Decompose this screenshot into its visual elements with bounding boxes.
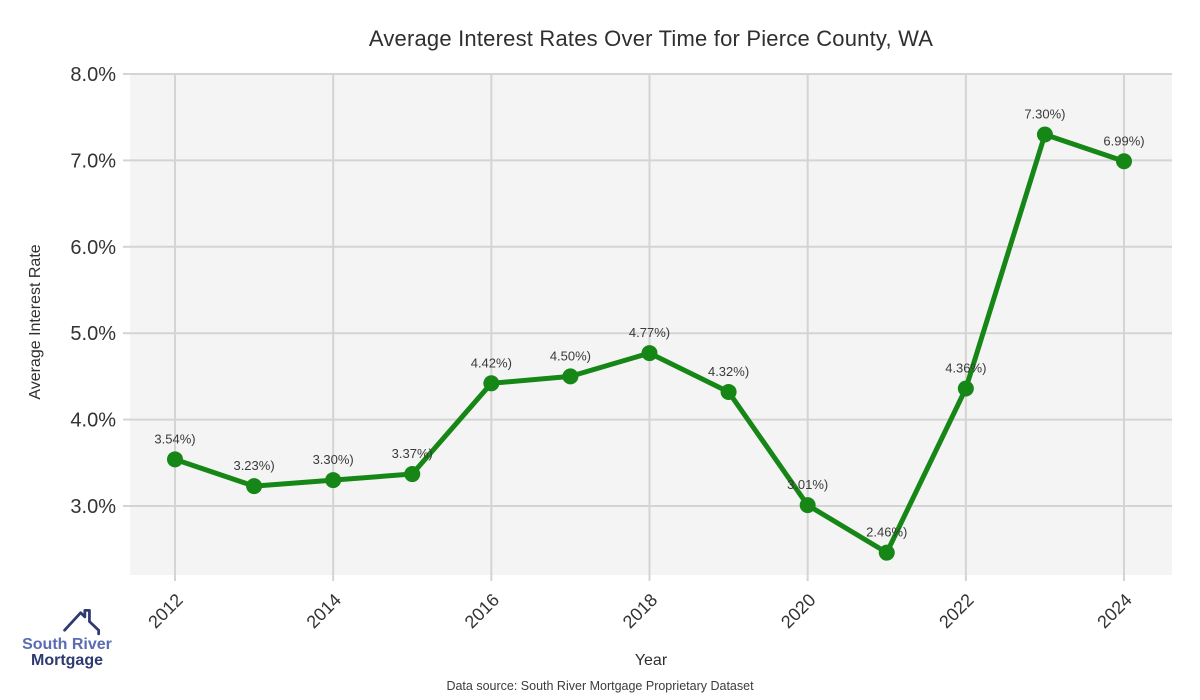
logo-text-line2: Mortgage	[31, 652, 103, 669]
data-point-label: 4.42%)	[471, 355, 512, 370]
data-point-label: 7.30%)	[1024, 106, 1065, 121]
data-point	[325, 472, 342, 489]
data-point	[720, 383, 737, 400]
y-tick-label: 8.0%	[70, 64, 116, 86]
y-tick-label: 5.0%	[70, 323, 116, 345]
data-point	[878, 544, 895, 561]
x-tick-label: 2014	[303, 590, 345, 632]
y-tick-label: 6.0%	[70, 237, 116, 259]
x-tick-label: 2012	[144, 590, 186, 632]
plot-background	[130, 74, 1172, 575]
data-point-label: 4.50%)	[550, 348, 591, 363]
data-point-label: 4.36%)	[945, 360, 986, 375]
data-point-label: 4.77%)	[629, 325, 670, 340]
y-tick-label: 4.0%	[70, 410, 116, 432]
x-tick-label: 2022	[935, 590, 977, 632]
data-point	[404, 466, 421, 483]
data-point	[246, 478, 263, 495]
y-tick-label: 3.0%	[70, 496, 116, 518]
chart-title: Average Interest Rates Over Time for Pie…	[368, 26, 934, 51]
y-axis-title: Average Interest Rate	[27, 244, 44, 400]
x-axis-title: Year	[634, 652, 668, 669]
data-source-note: Data source: South River Mortgage Propri…	[446, 679, 754, 693]
house-icon	[63, 609, 101, 636]
data-point	[641, 345, 658, 362]
x-tick-label: 2020	[777, 590, 819, 632]
y-tick-label: 7.0%	[70, 150, 116, 172]
data-point	[483, 375, 500, 392]
data-point	[1115, 153, 1132, 170]
data-point-label: 3.01%)	[787, 477, 828, 492]
data-point-label: 6.99%)	[1103, 133, 1144, 148]
x-tick-label: 2024	[1093, 590, 1135, 632]
logo-text-line1: South River	[22, 636, 112, 653]
data-point-label: 2.46%)	[866, 525, 907, 540]
data-point	[1036, 126, 1053, 143]
logo: South River Mortgage	[18, 606, 116, 669]
data-point	[167, 451, 183, 468]
data-point	[799, 497, 816, 514]
data-point-label: 3.37%)	[392, 446, 433, 461]
data-point-label: 4.32%)	[708, 364, 749, 379]
data-point-label: 3.23%)	[233, 458, 274, 473]
data-point	[957, 380, 974, 397]
x-tick-label: 2018	[619, 590, 661, 632]
x-tick-label: 2016	[461, 590, 503, 632]
data-point-label: 3.54%)	[154, 431, 195, 446]
data-point	[562, 368, 579, 385]
data-point-label: 3.30%)	[313, 452, 354, 467]
